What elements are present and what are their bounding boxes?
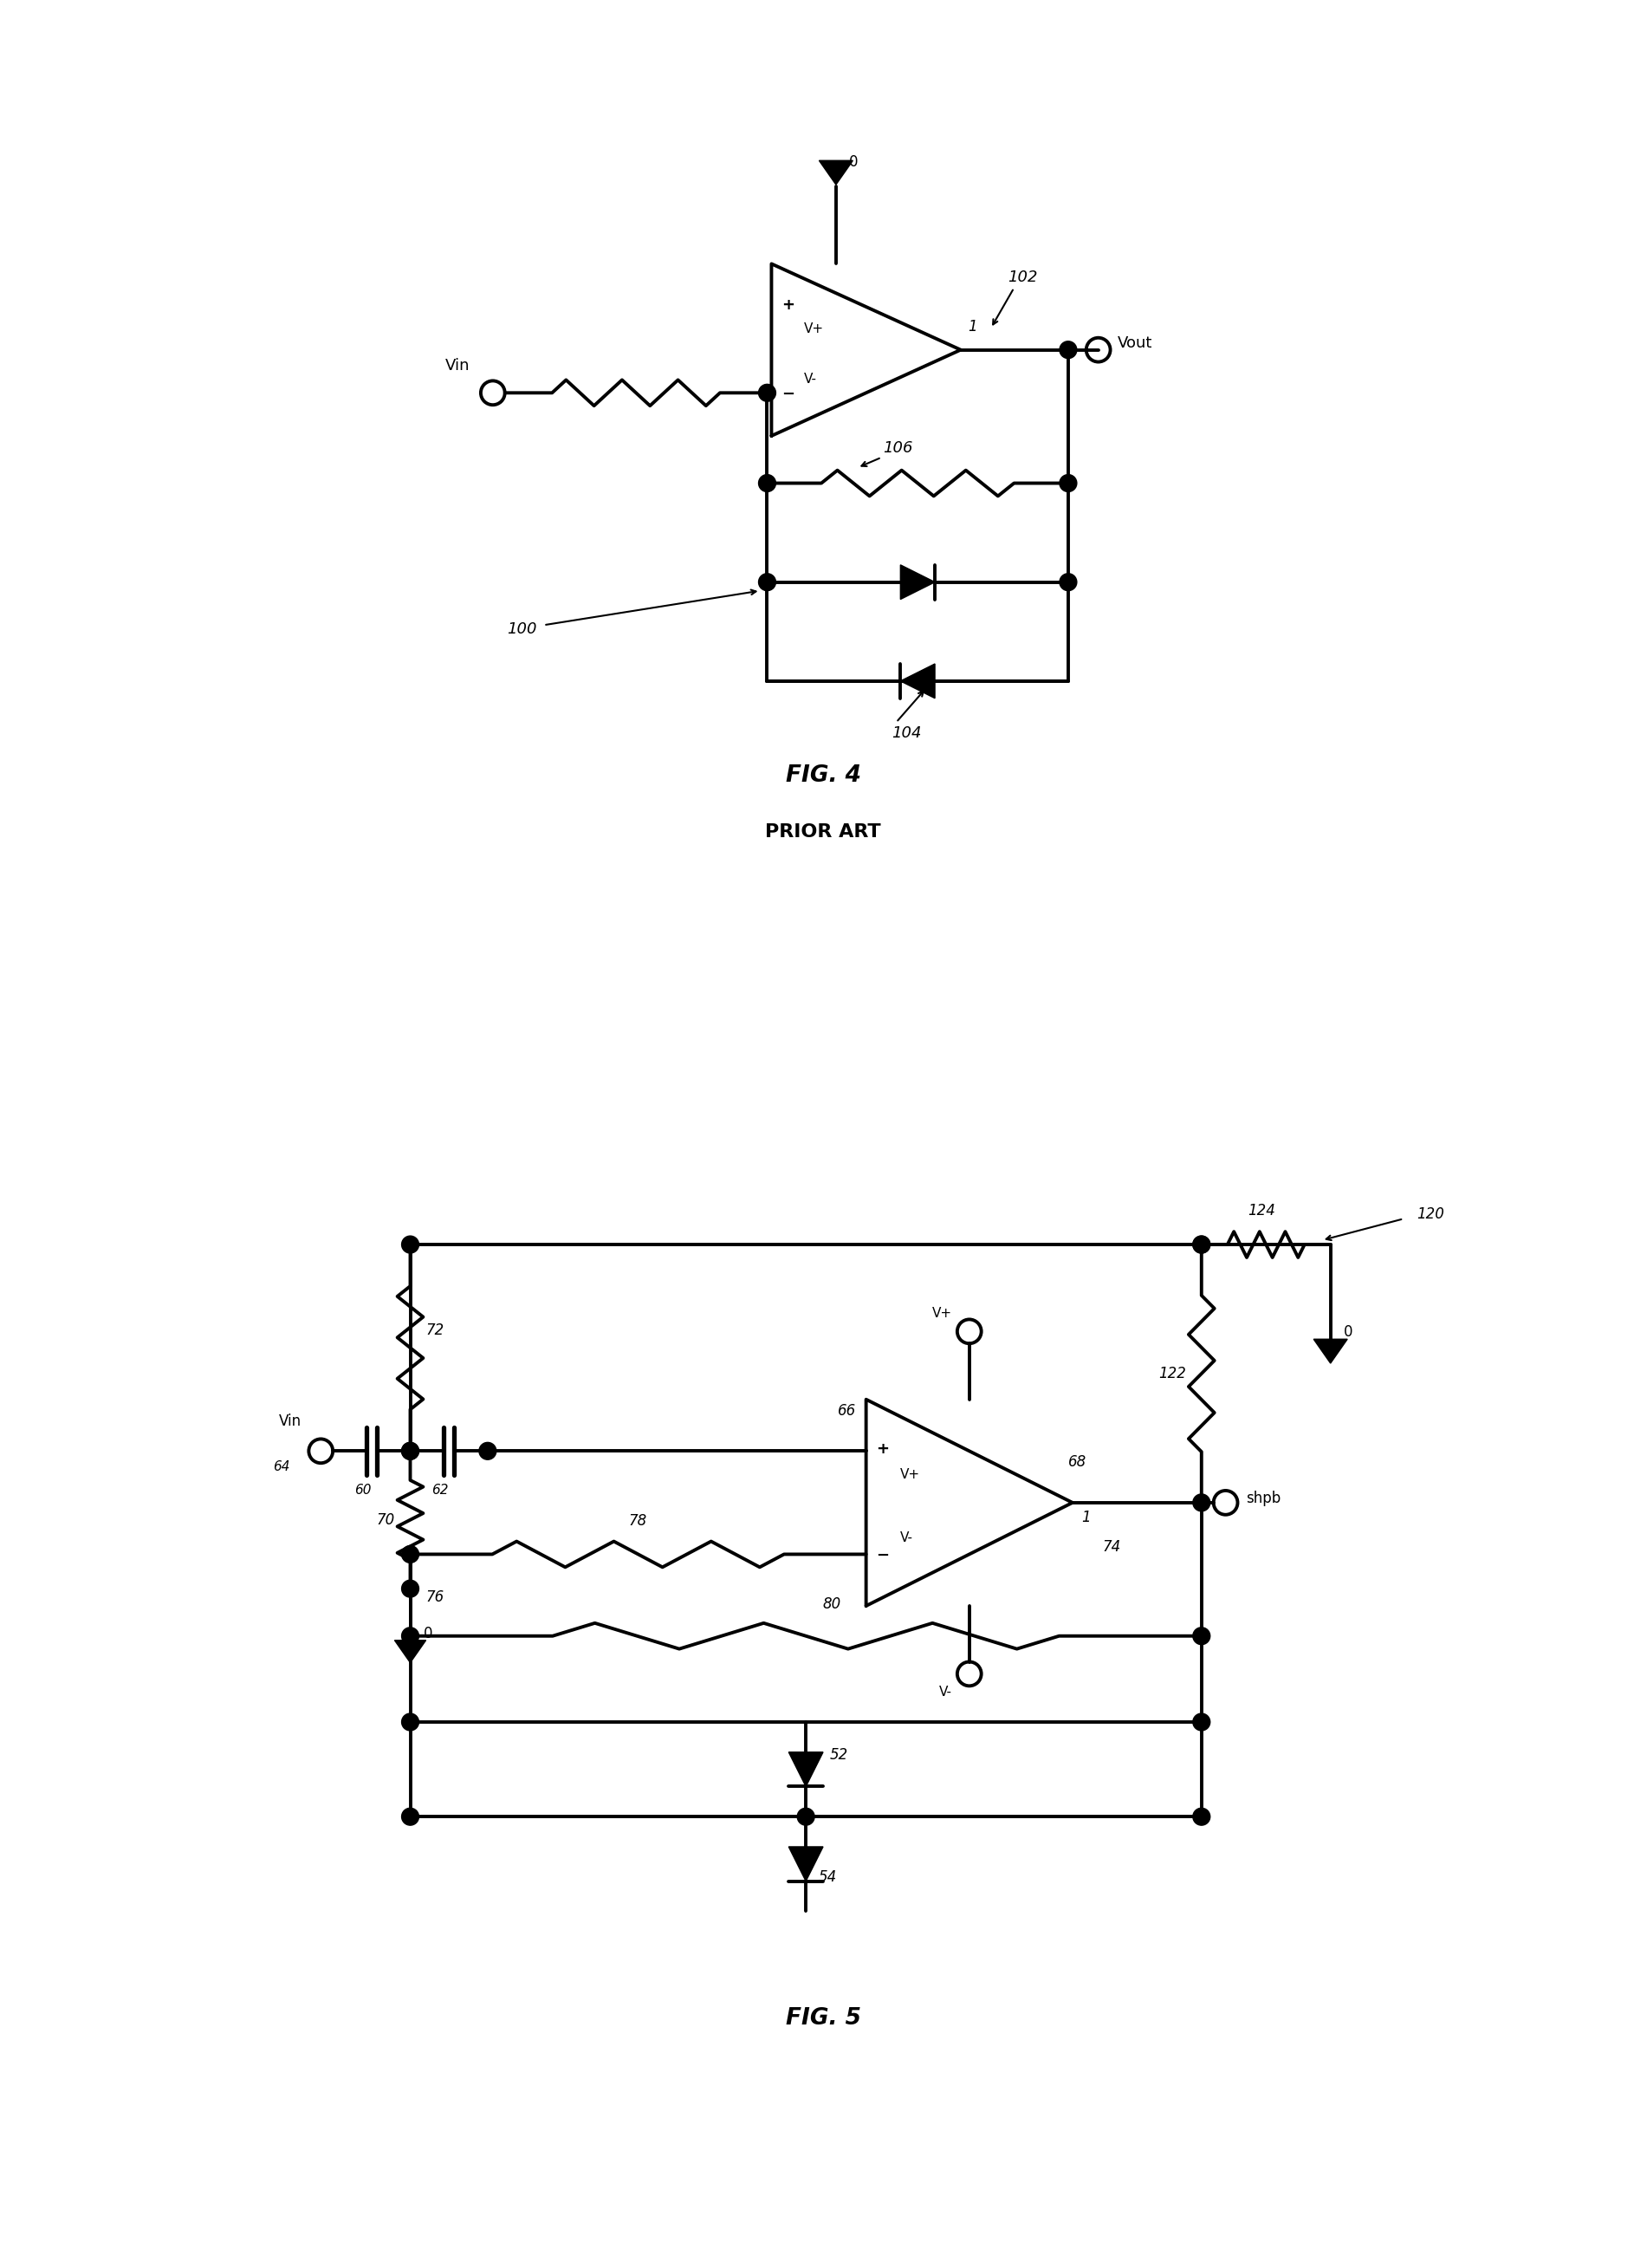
Text: 54: 54 — [819, 1869, 837, 1885]
Text: V+: V+ — [901, 1467, 921, 1481]
Text: 1: 1 — [1080, 1510, 1090, 1524]
Circle shape — [1059, 474, 1077, 492]
Text: V-: V- — [901, 1531, 914, 1545]
Text: 52: 52 — [830, 1746, 848, 1762]
Polygon shape — [901, 665, 935, 699]
Circle shape — [759, 383, 776, 401]
Circle shape — [1192, 1628, 1211, 1644]
Circle shape — [759, 474, 776, 492]
Text: PRIOR ART: PRIOR ART — [766, 823, 881, 839]
Text: +: + — [782, 297, 796, 313]
Text: 124: 124 — [1248, 1202, 1275, 1218]
Text: +: + — [876, 1442, 889, 1456]
Text: 64: 64 — [273, 1461, 290, 1472]
Circle shape — [402, 1712, 418, 1730]
Text: Vin: Vin — [445, 358, 469, 374]
Circle shape — [402, 1628, 418, 1644]
Text: 100: 100 — [507, 621, 537, 637]
Circle shape — [402, 1442, 418, 1461]
Text: V+: V+ — [932, 1306, 952, 1320]
Text: 72: 72 — [425, 1322, 445, 1338]
Circle shape — [1192, 1495, 1211, 1510]
Text: FIG. 5: FIG. 5 — [786, 2007, 861, 2030]
Text: 70: 70 — [377, 1513, 395, 1529]
Text: 66: 66 — [837, 1402, 856, 1418]
Circle shape — [402, 1547, 418, 1563]
Text: 102: 102 — [1008, 270, 1038, 286]
Text: 0: 0 — [848, 154, 858, 170]
Text: V+: V+ — [804, 322, 824, 336]
Text: Vin: Vin — [278, 1413, 301, 1429]
Text: 62: 62 — [432, 1483, 448, 1497]
Text: 78: 78 — [629, 1513, 647, 1529]
Circle shape — [402, 1581, 418, 1597]
Circle shape — [1192, 1236, 1211, 1254]
Circle shape — [1192, 1712, 1211, 1730]
Polygon shape — [789, 1753, 824, 1787]
Polygon shape — [819, 161, 853, 184]
Circle shape — [1192, 1808, 1211, 1826]
Circle shape — [1192, 1236, 1211, 1254]
Circle shape — [402, 1442, 418, 1461]
Text: 74: 74 — [1102, 1538, 1122, 1554]
Polygon shape — [1314, 1338, 1347, 1363]
Circle shape — [402, 1808, 418, 1826]
Text: shpb: shpb — [1247, 1490, 1281, 1506]
Text: 80: 80 — [822, 1597, 842, 1613]
Text: 1: 1 — [967, 320, 977, 333]
Circle shape — [1059, 340, 1077, 358]
Polygon shape — [901, 565, 935, 599]
Text: V-: V- — [939, 1685, 952, 1699]
Text: 76: 76 — [425, 1590, 445, 1606]
Text: 104: 104 — [893, 726, 922, 742]
Text: −: − — [876, 1549, 889, 1563]
Polygon shape — [789, 1846, 824, 1880]
Circle shape — [1059, 574, 1077, 590]
Text: FIG. 4: FIG. 4 — [786, 764, 861, 787]
Circle shape — [797, 1808, 815, 1826]
Circle shape — [402, 1236, 418, 1254]
Text: 0: 0 — [423, 1626, 432, 1642]
Text: V-: V- — [804, 372, 817, 386]
Text: Vout: Vout — [1117, 336, 1153, 352]
Polygon shape — [395, 1640, 427, 1662]
Text: 106: 106 — [883, 440, 912, 456]
Text: 68: 68 — [1069, 1454, 1087, 1470]
Text: 122: 122 — [1158, 1365, 1186, 1381]
Text: −: − — [782, 388, 796, 401]
Circle shape — [759, 574, 776, 590]
Text: 60: 60 — [354, 1483, 371, 1497]
Text: 120: 120 — [1416, 1207, 1444, 1222]
Text: 0: 0 — [1344, 1325, 1352, 1340]
Circle shape — [479, 1442, 496, 1461]
